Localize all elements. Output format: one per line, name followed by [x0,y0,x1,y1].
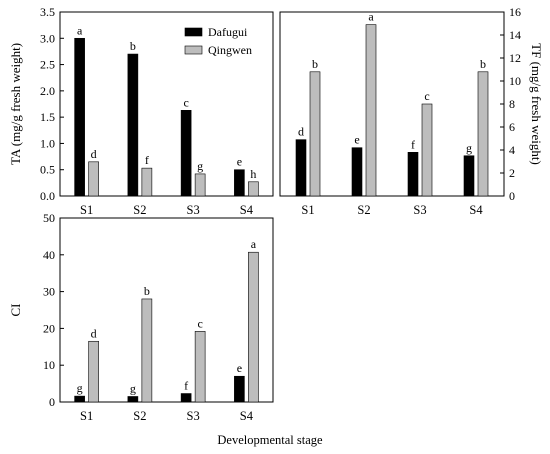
panel-2-bar-letter: d [298,125,304,139]
panel-3-bar [248,251,259,403]
panel-2-bar-letter: e [354,133,359,147]
panel-2-xtick-label: S2 [357,203,370,217]
panel-2-bar-letter: a [368,10,374,24]
panel-1-bar-letter: g [197,159,203,173]
panel-3-y-axis-title: CI [8,304,23,317]
panel-1-bar [234,169,245,197]
panel-3-bar [194,331,206,403]
panel-2-xtick-label: S1 [301,203,314,217]
panel-3-bar-letter: e [237,361,242,375]
panel-3-bar-letter: c [197,316,202,330]
panel-3-bar-letter: g [130,381,136,395]
panel-1-xtick-label: S3 [187,203,200,217]
panel-3-xtick-label: S2 [133,409,146,423]
panel-1-bar [180,110,192,197]
panel-2-ytick-label: 4 [509,143,515,157]
panel-1-bar-letter: h [250,167,256,181]
panel-3-bar [74,395,85,403]
panel-1-ytick-label: 3.0 [40,31,55,45]
panel-3-bar [141,298,153,403]
panel-2-bar-letter: g [466,141,472,155]
panel-1-bar [88,161,99,197]
panel-2-xtick-label: S3 [413,203,426,217]
panel-1-legend-swatch [184,27,203,37]
panel-2-bar-letter: f [411,137,415,151]
panel-2-bar [365,24,377,197]
panel-1-xtick-label: S4 [240,203,254,217]
panel-3-bar-letter: b [144,284,150,298]
panel-3-frame [59,217,274,403]
panel-2-bar-letter: b [480,57,486,71]
panel-3-ytick-label: 10 [43,358,55,372]
panel-1-xtick-label: S2 [133,203,146,217]
panel-3-bar [88,340,99,403]
panel-3-xtick-label: S4 [240,409,254,423]
panel-2-ytick-label: 0 [509,189,515,203]
panel-1-bar-letter: e [237,155,242,169]
panel-1-frame [59,11,274,197]
panel-2-ytick-label: 14 [509,28,521,42]
panel-2-bar [309,71,321,197]
panel-1-bar [74,37,85,197]
panel-3-bar-letter: f [184,379,188,393]
panel-2-ytick-label: 16 [509,5,521,19]
panel-1-ytick-label: 2.0 [40,84,55,98]
panel-3-ytick-label: 30 [43,285,55,299]
panel-1-ytick-label: 1.5 [40,110,55,124]
panel-2-bar [351,147,363,197]
panel-1-bar-letter: d [91,147,97,161]
panel-2-ytick-label: 8 [509,97,515,111]
panel-2-ytick-label: 12 [509,51,521,65]
panel-3-xtick-label: S1 [80,409,93,423]
panel-2-ytick-label: 10 [509,74,521,88]
panel-3-ytick-label: 50 [43,211,55,225]
panel-1-legend-swatch [184,45,203,55]
panel-1-ytick-label: 0.5 [40,163,55,177]
panel-2-bar [407,152,419,197]
panel-1-bar-letter: b [130,39,136,53]
panel-1-xtick-label: S1 [80,203,93,217]
panel-1-legend-label: Qingwen [208,43,252,57]
panel-2-y-axis-title: TF (mg/g fresh weight) [529,43,544,165]
panel-1-legend-label: Dafugui [208,25,248,39]
panel-3-ytick-label: 0 [49,395,55,409]
panel-1-ytick-label: 1.0 [40,136,55,150]
panel-3-bar [180,393,192,403]
panel-1-bar [141,167,153,197]
panel-3-ytick-label: 20 [43,321,55,335]
panel-2-ytick-label: 2 [509,166,515,180]
panel-1-bar [248,181,259,197]
panel-3-ytick-label: 40 [43,248,55,262]
panel-3-bar-letter: a [251,237,257,251]
panel-3-bar-letter: d [91,326,97,340]
panel-3-xtick-label: S3 [187,409,200,423]
panel-2-bar [421,103,433,197]
panel-2-bar [463,155,475,197]
panel-2-ytick-label: 6 [509,120,515,134]
panel-2-bar [477,71,489,197]
panel-1-bar-letter: f [145,153,149,167]
panel-2-bar-letter: b [312,57,318,71]
panel-1-ytick-label: 2.5 [40,58,55,72]
panel-1-bar-letter: c [183,95,188,109]
panel-3-bar [127,396,139,403]
panel-1-bar [127,53,139,197]
panel-2-xtick-label: S4 [469,203,483,217]
panel-1-ytick-label: 3.5 [40,5,55,19]
panel-1-bar [194,173,206,197]
x-axis-title: Developmental stage [217,433,323,447]
panel-3-bar [234,375,245,403]
panel-1-ytick-label: 0.0 [40,189,55,203]
panel-3-bar-letter: g [77,381,83,395]
panel-1-y-axis-title: TA (mg/g fresh weight) [8,43,23,165]
panel-2-bar-letter: c [424,89,429,103]
panel-1-bar-letter: a [77,23,83,37]
panel-2-bar [295,139,307,197]
